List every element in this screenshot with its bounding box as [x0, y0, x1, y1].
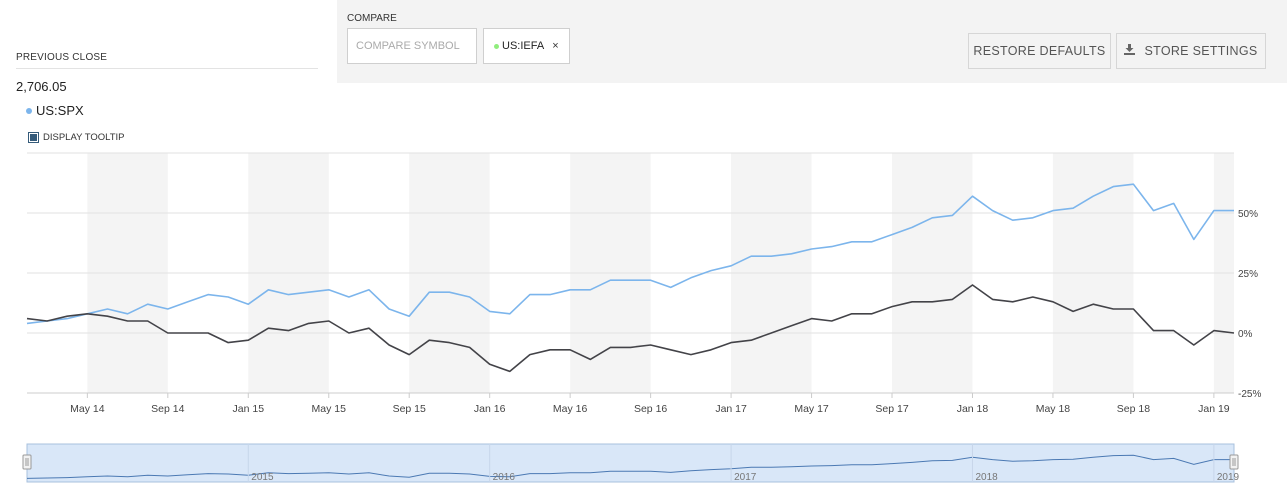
main-symbol: US:SPX [26, 103, 84, 118]
x-tick-label: May 14 [70, 403, 105, 415]
checkbox-check-icon [30, 134, 37, 141]
y-tick-label: 50% [1238, 209, 1258, 220]
compare-panel: COMPARE US:IEFA × RESTORE DEFAULTS STORE… [337, 0, 1287, 83]
store-settings-label: STORE SETTINGS [1144, 44, 1258, 58]
restore-defaults-label: RESTORE DEFAULTS [973, 44, 1106, 58]
navigator-chart[interactable]: 2015 2016 2017 2018 2019 [0, 438, 1287, 486]
x-tick-label: Sep 18 [1117, 403, 1150, 415]
main-symbol-label: US:SPX [36, 103, 84, 118]
compare-label: COMPARE [347, 13, 397, 24]
y-tick-label: 0% [1238, 329, 1253, 340]
display-tooltip-label: DISPLAY TOOLTIP [43, 132, 125, 143]
x-tick-label: Jan 15 [233, 403, 265, 415]
navigator-selection [26, 443, 1235, 483]
restore-defaults-button[interactable]: RESTORE DEFAULTS [968, 33, 1111, 69]
x-tick-label: May 16 [553, 403, 588, 415]
main-chart[interactable]: 50% 25% 0% -25% May 14 Sep 14 Jan 15 May 15 Sep … [0, 145, 1287, 420]
navigator-year-label: 2018 [975, 472, 998, 483]
display-tooltip-toggle[interactable]: DISPLAY TOOLTIP [28, 132, 125, 143]
chip-dot-icon [494, 43, 499, 49]
navigator-year-label: 2015 [251, 472, 274, 483]
navigator-series-line [26, 454, 1234, 479]
navigator-year-label: 2017 [734, 472, 757, 483]
x-tick-label: Jan 19 [1198, 403, 1230, 415]
navigator-year-label: 2019 [1217, 472, 1240, 483]
navigator-handle-right[interactable] [1229, 454, 1239, 470]
navigator-handle-left[interactable] [22, 454, 32, 470]
y-tick-label: 25% [1238, 269, 1258, 280]
compare-chip-label: US:IEFA [502, 40, 545, 52]
previous-close-label: PREVIOUS CLOSE [16, 52, 318, 69]
x-tick-label: May 18 [1036, 403, 1071, 415]
store-settings-button[interactable]: STORE SETTINGS [1116, 33, 1266, 69]
navigator-year-label: 2016 [493, 472, 516, 483]
x-tick-label: Sep 16 [634, 403, 667, 415]
series-dot-icon [26, 107, 32, 114]
x-tick-label: Sep 15 [393, 403, 426, 415]
x-tick-label: Sep 14 [151, 403, 184, 415]
display-tooltip-checkbox[interactable] [28, 132, 39, 143]
x-tick-label: May 15 [312, 403, 347, 415]
x-tick-label: Jan 17 [715, 403, 747, 415]
compare-chip-iefa: US:IEFA × [483, 28, 570, 64]
remove-compare-icon[interactable]: × [552, 40, 559, 52]
previous-close-value: 2,706.05 [16, 79, 67, 94]
x-tick-label: Sep 17 [875, 403, 908, 415]
y-tick-label: -25% [1238, 389, 1261, 400]
download-icon [1124, 44, 1136, 58]
x-tick-label: Jan 18 [957, 403, 989, 415]
x-tick-label: May 17 [794, 403, 829, 415]
compare-symbol-input[interactable] [347, 28, 477, 64]
series-line-iefa [26, 284, 1235, 373]
x-tick-label: Jan 16 [474, 403, 506, 415]
series-line-spx [26, 183, 1234, 325]
